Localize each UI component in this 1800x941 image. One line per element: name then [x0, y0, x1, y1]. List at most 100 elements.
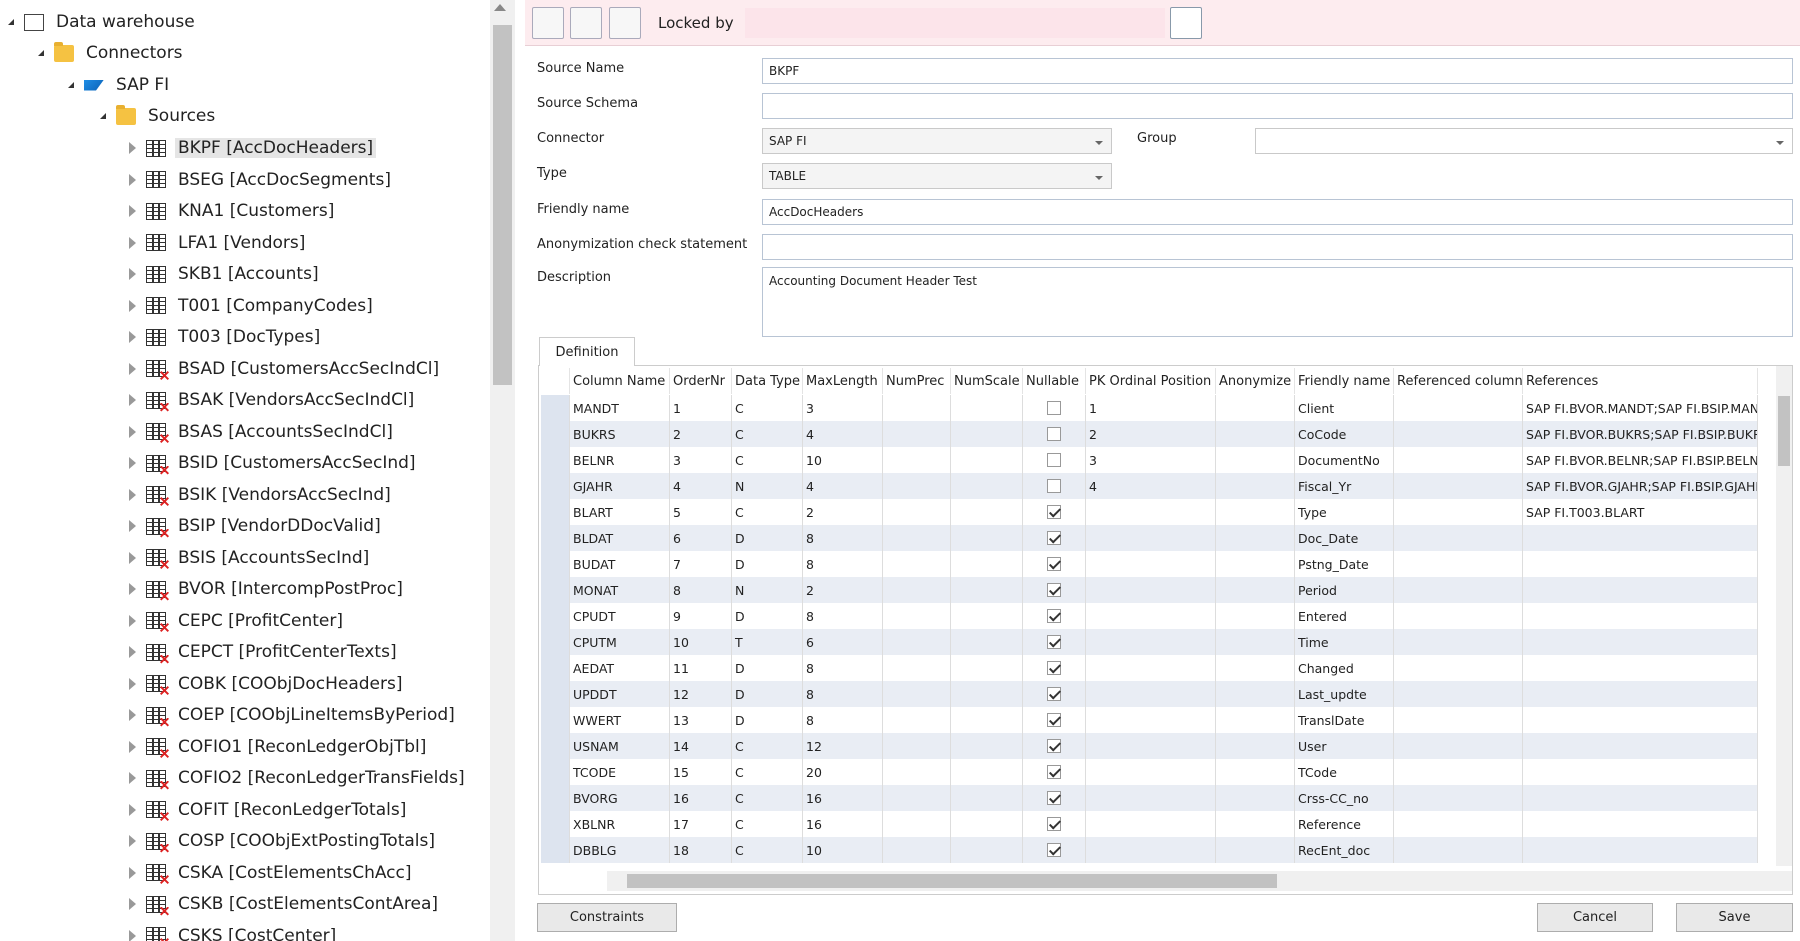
- cell[interactable]: [1394, 759, 1523, 785]
- cell[interactable]: [1086, 837, 1216, 863]
- cell[interactable]: [1216, 473, 1295, 499]
- nullable-checkbox[interactable]: [1047, 791, 1061, 805]
- tree-node[interactable]: KNA1 [Customers]: [129, 196, 337, 226]
- tree-node[interactable]: COSP [COObjExtPostingTotals]: [129, 826, 438, 856]
- column-header[interactable]: References: [1523, 368, 1758, 394]
- cell[interactable]: [1086, 499, 1216, 525]
- cell[interactable]: [1394, 837, 1523, 863]
- cell[interactable]: BELNR: [570, 447, 670, 473]
- cell[interactable]: [1394, 473, 1523, 499]
- cell[interactable]: [1394, 785, 1523, 811]
- row-selector[interactable]: [541, 837, 570, 863]
- cell[interactable]: 13: [670, 707, 732, 733]
- cell[interactable]: [1216, 811, 1295, 837]
- expander[interactable]: [129, 614, 136, 627]
- nullable-checkbox[interactable]: [1047, 427, 1061, 441]
- row-selector[interactable]: [541, 473, 570, 499]
- row-selector[interactable]: [541, 681, 570, 707]
- row-selector[interactable]: [541, 759, 570, 785]
- nullable-checkbox[interactable]: [1047, 635, 1061, 649]
- cell[interactable]: [1086, 603, 1216, 629]
- cell[interactable]: [1394, 551, 1523, 577]
- cell[interactable]: CPUDT: [570, 603, 670, 629]
- cell[interactable]: [1086, 759, 1216, 785]
- cell[interactable]: C: [732, 447, 803, 473]
- cell[interactable]: [1394, 577, 1523, 603]
- cell[interactable]: 16: [670, 785, 732, 811]
- field-input[interactable]: BKPF: [762, 58, 1793, 84]
- cell[interactable]: 18: [670, 837, 732, 863]
- expander[interactable]: [129, 488, 136, 501]
- cell[interactable]: 15: [670, 759, 732, 785]
- nullable-checkbox[interactable]: [1047, 713, 1061, 727]
- nullable-checkbox[interactable]: [1047, 531, 1061, 545]
- cell[interactable]: D: [732, 681, 803, 707]
- cell[interactable]: 14: [670, 733, 732, 759]
- cell[interactable]: TCODE: [570, 759, 670, 785]
- row-selector[interactable]: [541, 421, 570, 447]
- column-header[interactable]: MaxLength: [803, 368, 883, 394]
- tree-node[interactable]: COBK [COObjDocHeaders]: [129, 669, 405, 699]
- field-input[interactable]: AccDocHeaders: [762, 199, 1793, 225]
- expander[interactable]: [8, 19, 14, 25]
- cell[interactable]: [883, 707, 951, 733]
- data-row[interactable]: MONAT 8 N 2 Period: [541, 577, 1758, 603]
- data-row[interactable]: TCODE 15 C 20 TCode: [541, 759, 1758, 785]
- expander[interactable]: [129, 677, 136, 690]
- tree-node[interactable]: COFIO1 [ReconLedgerObjTbl]: [129, 732, 429, 762]
- expander[interactable]: [129, 803, 136, 816]
- cell[interactable]: [951, 447, 1023, 473]
- cell[interactable]: [951, 525, 1023, 551]
- cell[interactable]: [883, 577, 951, 603]
- save-button[interactable]: Save: [1676, 903, 1793, 932]
- data-row[interactable]: AEDAT 11 D 8 Changed: [541, 655, 1758, 681]
- cell[interactable]: D: [732, 603, 803, 629]
- cell[interactable]: BLART: [570, 499, 670, 525]
- cell[interactable]: [951, 707, 1023, 733]
- tree-view-button[interactable]: [532, 7, 564, 39]
- cell[interactable]: D: [732, 707, 803, 733]
- redo-button[interactable]: [609, 7, 641, 39]
- cell[interactable]: D: [732, 655, 803, 681]
- nullable-checkbox[interactable]: [1047, 505, 1061, 519]
- cell[interactable]: [1216, 759, 1295, 785]
- cell[interactable]: 8: [670, 577, 732, 603]
- cell[interactable]: [883, 785, 951, 811]
- cell[interactable]: [951, 655, 1023, 681]
- expander[interactable]: [129, 740, 136, 753]
- cell[interactable]: BUKRS: [570, 421, 670, 447]
- row-selector[interactable]: [541, 733, 570, 759]
- cell[interactable]: D: [732, 551, 803, 577]
- cell[interactable]: [951, 681, 1023, 707]
- expander[interactable]: [129, 457, 136, 469]
- cell[interactable]: User: [1295, 733, 1394, 759]
- expander[interactable]: [129, 394, 136, 406]
- cell[interactable]: MANDT: [570, 395, 670, 421]
- cell[interactable]: 2: [803, 577, 883, 603]
- cell[interactable]: [1394, 733, 1523, 759]
- cell[interactable]: 8: [803, 655, 883, 681]
- field-input[interactable]: TABLE: [762, 163, 1112, 189]
- cell[interactable]: [951, 759, 1023, 785]
- data-row[interactable]: BUKRS 2 C 4 2 CoCode SAP FI.BVOR.BUKRS;SAP FI.…: [541, 421, 1758, 447]
- cell[interactable]: BUDAT: [570, 551, 670, 577]
- nullable-checkbox[interactable]: [1047, 765, 1061, 779]
- cell[interactable]: [951, 421, 1023, 447]
- column-header[interactable]: NumPrec: [883, 368, 951, 394]
- cell[interactable]: SAP FI.T003.BLART: [1523, 499, 1758, 525]
- cell[interactable]: [1086, 551, 1216, 577]
- data-row[interactable]: USNAM 14 C 12 User: [541, 733, 1758, 759]
- cell[interactable]: USNAM: [570, 733, 670, 759]
- cell[interactable]: [1086, 811, 1216, 837]
- data-row[interactable]: GJAHR 4 N 4 4 Fiscal_Yr SAP FI.BVOR.GJAHR;SAP …: [541, 473, 1758, 499]
- column-header[interactable]: Referenced column: [1394, 368, 1523, 394]
- cell[interactable]: 3: [803, 395, 883, 421]
- cell[interactable]: [1216, 681, 1295, 707]
- row-selector[interactable]: [541, 525, 570, 551]
- cell[interactable]: [883, 395, 951, 421]
- expander[interactable]: [129, 331, 136, 343]
- nullable-checkbox[interactable]: [1047, 557, 1061, 571]
- cell[interactable]: 16: [803, 811, 883, 837]
- cell[interactable]: C: [732, 811, 803, 837]
- cell[interactable]: Changed: [1295, 655, 1394, 681]
